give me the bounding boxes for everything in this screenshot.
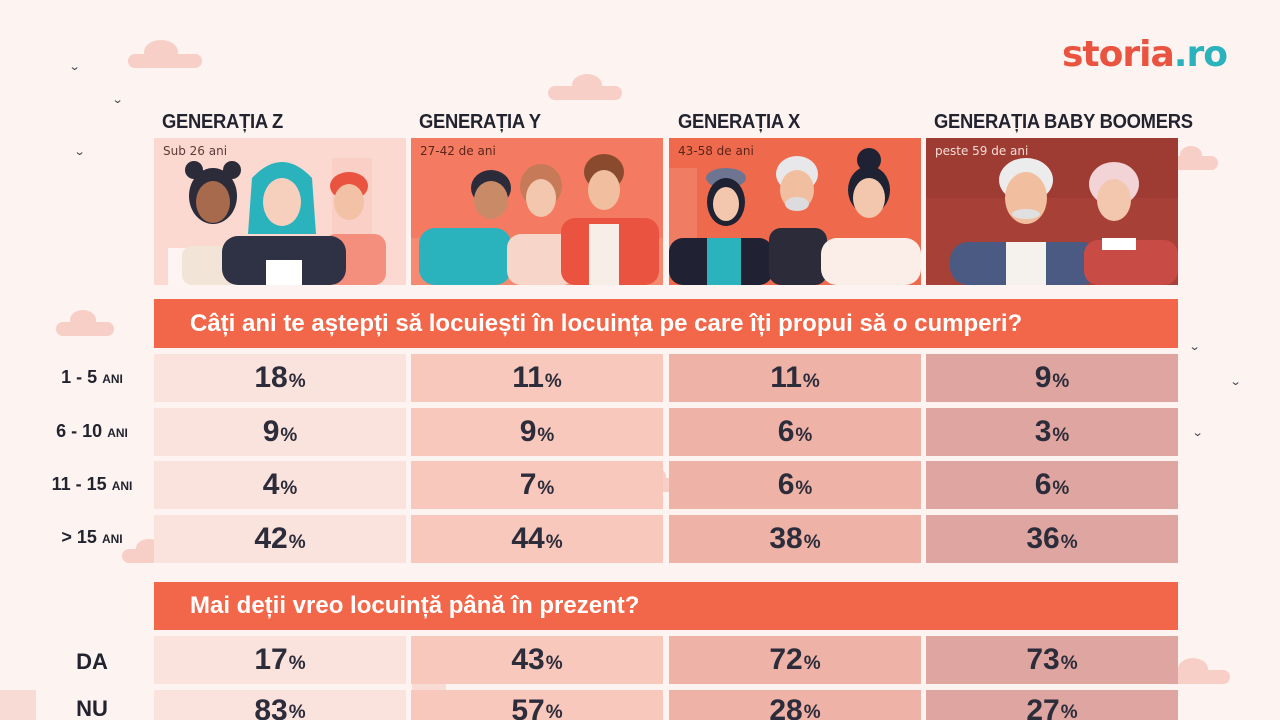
row-label-da: DA bbox=[76, 649, 108, 674]
cloud-decoration bbox=[1170, 146, 1218, 170]
table-cell: 9% bbox=[411, 408, 663, 456]
table-cell: 72% bbox=[669, 636, 921, 684]
table-cell: 43% bbox=[411, 636, 663, 684]
table-cell: 9% bbox=[926, 354, 1178, 402]
row-label-over-15-years: > 15 ANI bbox=[61, 527, 123, 547]
cloud-decoration bbox=[548, 74, 622, 100]
table-cell: 9% bbox=[154, 408, 406, 456]
question-1-banner: Câți ani te aștepți să locuiești în locu… bbox=[154, 299, 1178, 348]
row-label-11-15-years: 11 - 15 ANI bbox=[51, 474, 133, 494]
table-cell: 11% bbox=[411, 354, 663, 402]
people-illustration bbox=[411, 154, 663, 285]
row-label-nu: NU bbox=[76, 696, 108, 720]
row-label-1-5-years: 1 - 5 ANI bbox=[61, 367, 123, 387]
people-illustration bbox=[168, 158, 386, 285]
chevron-down-icon: ⌄ bbox=[1229, 375, 1242, 388]
cloud-decoration bbox=[56, 310, 114, 336]
building-decoration bbox=[0, 690, 36, 720]
table-cell: 28% bbox=[669, 690, 921, 720]
age-range-label: Sub 26 ani bbox=[163, 144, 228, 158]
generation-boomers-title: GENERAȚIA BABY BOOMERS bbox=[934, 111, 1193, 133]
cloud-decoration bbox=[128, 40, 202, 68]
generation-boomers-illustration: peste 59 de ani bbox=[926, 138, 1178, 285]
chevron-down-icon: ⌄ bbox=[1191, 426, 1204, 439]
chevron-down-icon: ⌄ bbox=[111, 93, 124, 106]
generation-z-illustration: Sub 26 ani bbox=[154, 138, 406, 285]
table-cell: 6% bbox=[926, 461, 1178, 509]
chevron-down-icon: ⌄ bbox=[1188, 340, 1201, 353]
table-cell: 6% bbox=[669, 461, 921, 509]
age-range-label: 43-58 de ani bbox=[678, 144, 754, 158]
generation-y-illustration: 27-42 de ani bbox=[411, 138, 663, 285]
people-illustration bbox=[926, 158, 1178, 285]
table-cell: 3% bbox=[926, 408, 1178, 456]
table-cell: 57% bbox=[411, 690, 663, 720]
table-cell: 27% bbox=[926, 690, 1178, 720]
table-cell: 4% bbox=[154, 461, 406, 509]
row-label-6-10-years: 6 - 10 ANI bbox=[56, 421, 128, 441]
people-illustration bbox=[669, 148, 921, 285]
question-2-banner: Mai deții vreo locuință până în prezent? bbox=[154, 582, 1178, 630]
age-range-label: peste 59 de ani bbox=[935, 144, 1029, 158]
table-cell: 42% bbox=[154, 515, 406, 563]
table-cell: 11% bbox=[669, 354, 921, 402]
table-cell: 83% bbox=[154, 690, 406, 720]
table-cell: 17% bbox=[154, 636, 406, 684]
chevron-down-icon: ⌄ bbox=[68, 60, 81, 73]
table-cell: 36% bbox=[926, 515, 1178, 563]
storia-logo: storia.ro bbox=[1062, 34, 1228, 75]
age-range-label: 27-42 de ani bbox=[420, 144, 496, 158]
generation-z-title: GENERAȚIA Z bbox=[162, 111, 283, 133]
table-cell: 38% bbox=[669, 515, 921, 563]
table-cell: 6% bbox=[669, 408, 921, 456]
generation-x-illustration: 43-58 de ani bbox=[669, 138, 921, 285]
generation-x-title: GENERAȚIA X bbox=[678, 111, 801, 133]
table-cell: 44% bbox=[411, 515, 663, 563]
chevron-down-icon: ⌄ bbox=[73, 145, 86, 158]
generation-y-title: GENERAȚIA Y bbox=[419, 111, 541, 133]
table-cell: 73% bbox=[926, 636, 1178, 684]
table-cell: 18% bbox=[154, 354, 406, 402]
table-cell: 7% bbox=[411, 461, 663, 509]
